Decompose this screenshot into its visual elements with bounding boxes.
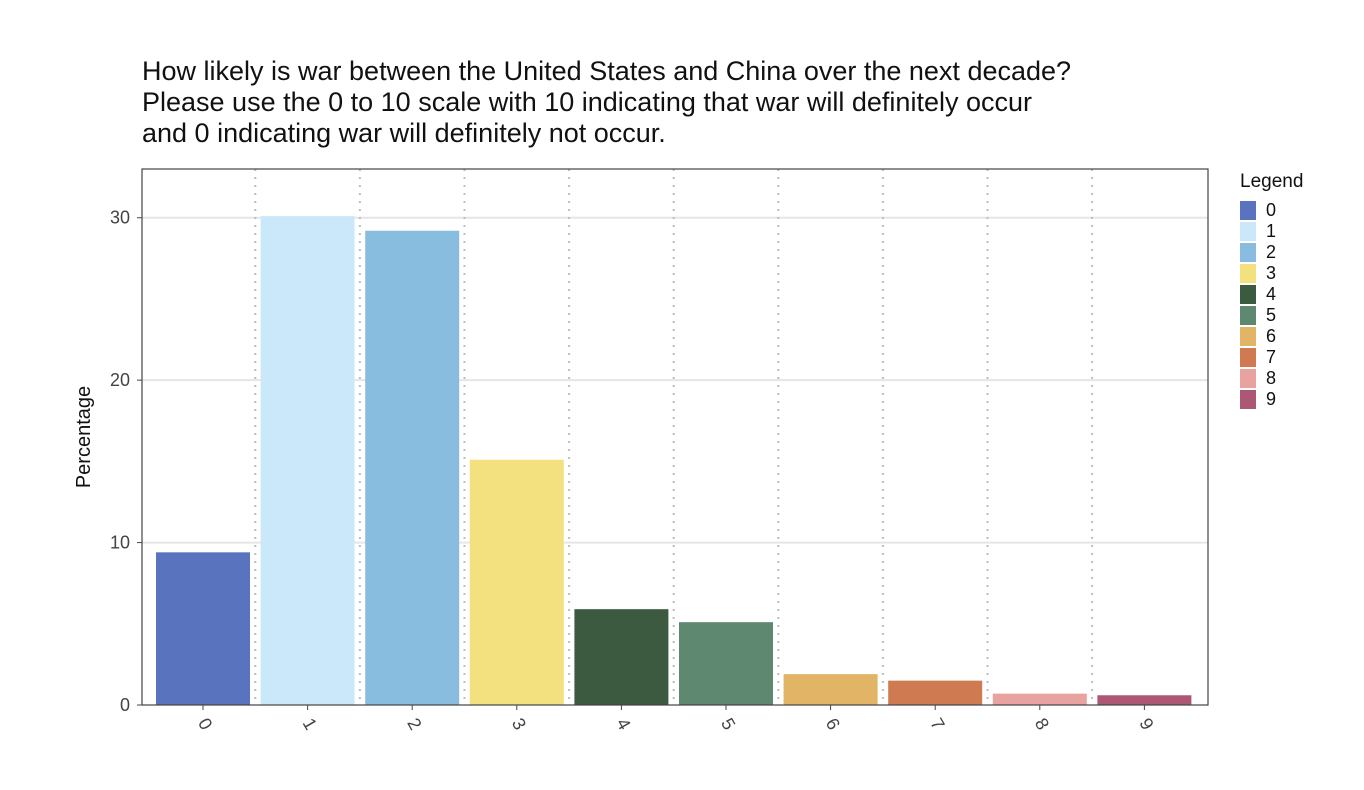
legend-swatch-1	[1240, 222, 1256, 241]
legend-label-6: 6	[1266, 326, 1276, 346]
legend-label-7: 7	[1266, 347, 1276, 367]
legend-label-8: 8	[1266, 368, 1276, 388]
legend-label-1: 1	[1266, 221, 1276, 241]
plot-frame	[141, 168, 1209, 706]
legend-label-3: 3	[1266, 263, 1276, 283]
x-tick-label: 3	[508, 715, 530, 734]
bar-1	[260, 216, 355, 705]
legend-label-5: 5	[1266, 305, 1276, 325]
y-tick-label: 10	[110, 533, 130, 553]
legend-swatch-2	[1240, 243, 1256, 262]
legend-swatch-3	[1240, 264, 1256, 283]
legend-swatch-6	[1240, 327, 1256, 346]
legend-label-9: 9	[1266, 389, 1276, 409]
bar-3	[469, 459, 564, 705]
legend-swatch-5	[1240, 306, 1256, 325]
legend-title: Legend	[1240, 171, 1303, 192]
bar-0	[156, 552, 250, 705]
legend-label-0: 0	[1266, 200, 1276, 220]
chart-title: How likely is war between the United Sta…	[142, 56, 1242, 149]
x-tick-label: 7	[926, 715, 948, 734]
x-tick-label: 1	[299, 715, 321, 734]
title-line-2: Please use the 0 to 10 scale with 10 ind…	[142, 87, 1032, 117]
bar-5	[679, 622, 773, 705]
title-line-1: How likely is war between the United Sta…	[142, 56, 1072, 86]
y-tick-label: 20	[110, 370, 130, 390]
y-tick-label: 30	[110, 208, 130, 228]
bars-layer	[156, 216, 1192, 706]
legend-swatch-8	[1240, 369, 1256, 388]
y-tick-label: 0	[120, 695, 130, 715]
legend-swatch-0	[1240, 201, 1256, 220]
legend-swatch-7	[1240, 348, 1256, 367]
x-tick-label: 0	[194, 715, 216, 734]
y-axis-label: Percentage	[73, 386, 95, 488]
legend-swatch-9	[1240, 390, 1256, 409]
legend-label-2: 2	[1266, 242, 1276, 262]
bar-6	[783, 674, 878, 705]
legend-swatch-4	[1240, 285, 1256, 304]
x-tick-label: 6	[822, 715, 844, 734]
x-tick-label: 4	[612, 715, 634, 734]
bar-8	[992, 693, 1087, 705]
bar-2	[365, 230, 460, 706]
x-tick-label: 9	[1135, 715, 1157, 734]
x-tick-label: 2	[403, 715, 425, 734]
bar-7	[888, 680, 983, 705]
bar-9	[1097, 695, 1192, 705]
x-tick-label: 8	[1031, 715, 1053, 734]
x-tick-label: 5	[717, 715, 739, 734]
legend-label-4: 4	[1266, 284, 1276, 304]
title-line-3: and 0 indicating war will definitely not…	[142, 118, 666, 148]
bar-4	[574, 609, 669, 705]
